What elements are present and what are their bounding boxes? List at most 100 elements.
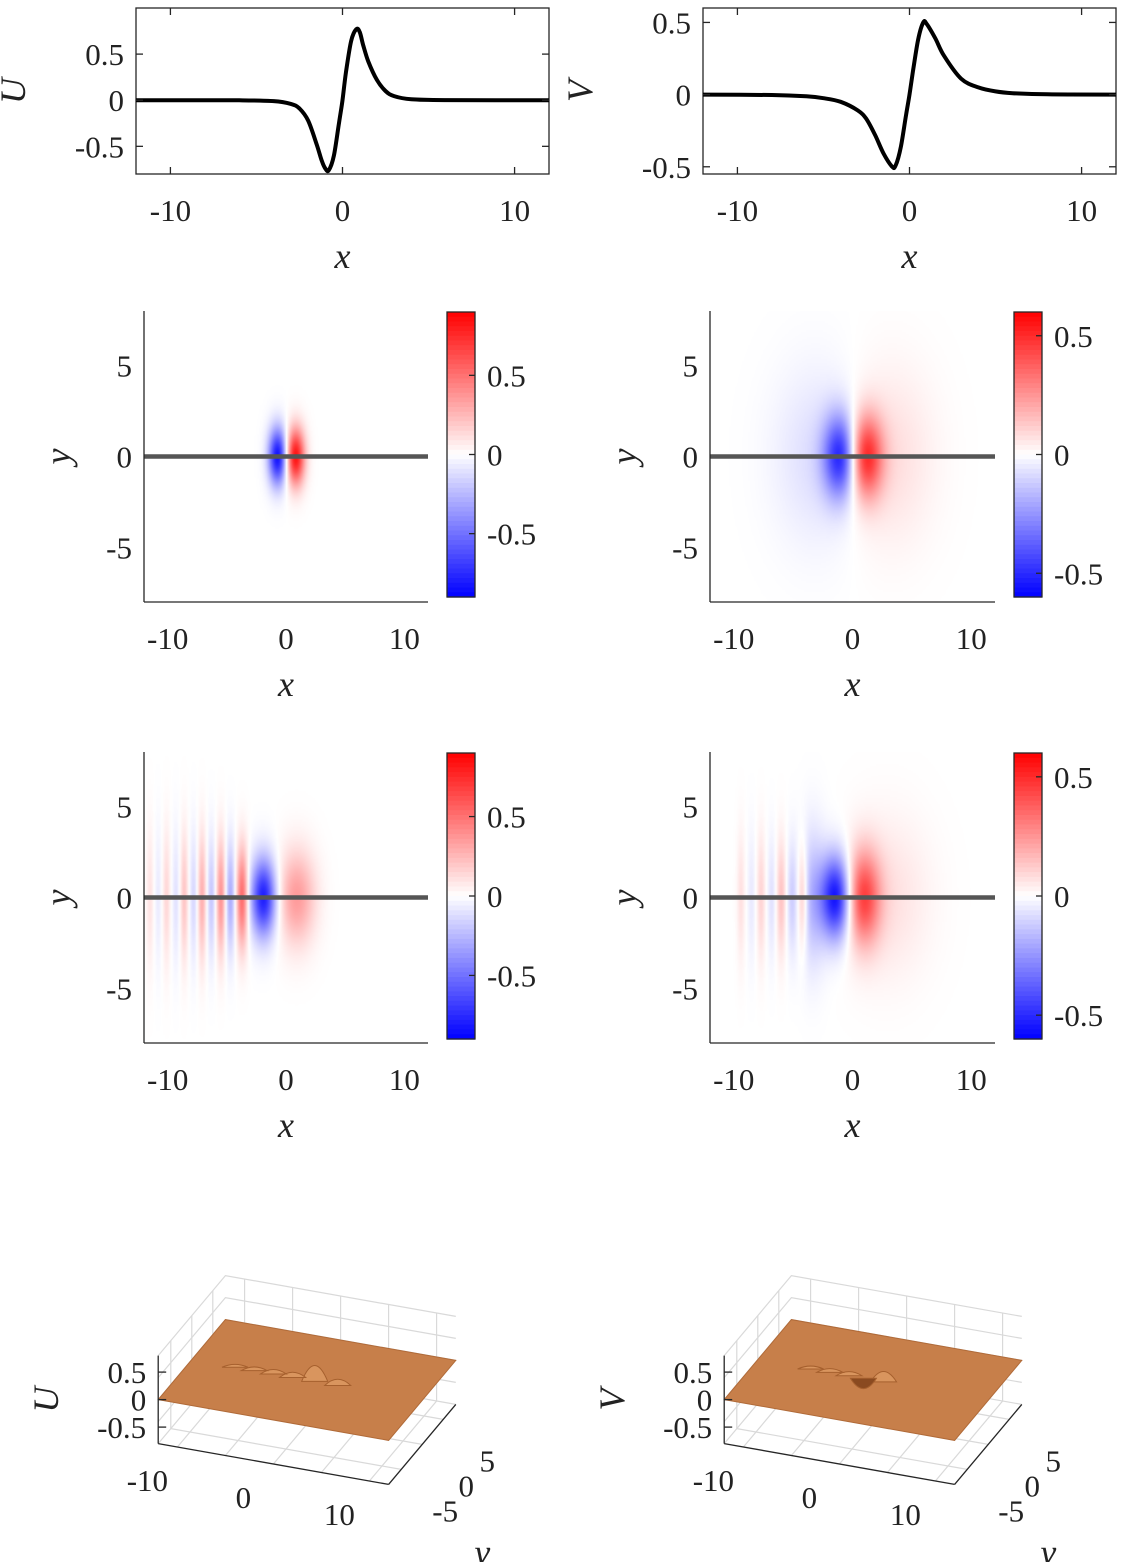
x-axis-line (724, 1442, 955, 1486)
colorbar-segment (447, 497, 475, 503)
colorbar-segment (447, 435, 475, 441)
colorbar-segment (447, 953, 475, 959)
y-axis-label: y (604, 889, 644, 908)
x-tick-label: 0 (335, 193, 351, 228)
y-tick-label: 0.5 (85, 37, 124, 72)
colorbar-segment (1014, 872, 1042, 878)
colorbar-segment (447, 800, 475, 807)
colorbar-segment (1014, 388, 1042, 394)
colorbar-segment (1014, 392, 1042, 399)
colorbar: -0.5 0 0.5 (446, 752, 536, 1040)
colorbar-segment (1014, 1015, 1042, 1021)
colorbar-segment (1014, 843, 1042, 849)
colorbar-segment (447, 506, 475, 513)
colorbar-segment (447, 530, 475, 536)
colorbar-segment (1014, 938, 1042, 945)
colorbar-segment (1014, 521, 1042, 527)
colorbar-segment (1014, 996, 1042, 1002)
colorbar-segment (1014, 781, 1042, 787)
colorbar-segment (447, 502, 475, 508)
colorbar-segment (447, 1015, 475, 1021)
colorbar-segment (1014, 340, 1042, 346)
colorbar-segment (1014, 483, 1042, 489)
colorbar-segment (447, 549, 475, 555)
grid-line (170, 1340, 402, 1470)
x-axis-label: x (901, 236, 918, 276)
colorbar-segment (1014, 478, 1042, 484)
colorbar-segment (447, 525, 475, 532)
y-tick-label: 0 (1024, 1468, 1040, 1503)
colorbar-segment (447, 544, 475, 551)
y-tick-label: 5 (683, 790, 699, 825)
colorbar-segment (1014, 445, 1042, 451)
colorbar-segment (447, 445, 475, 451)
colorbar-segment (447, 996, 475, 1002)
colorbar-segment (447, 867, 475, 873)
x-tick-label: 10 (499, 193, 530, 228)
colorbar-segment (447, 340, 475, 346)
colorbar-segment (447, 459, 475, 465)
heatmap-chart-map-U-bottom: -10 0 10 -5 0 5 x y -0.5 0 0.5 (38, 752, 536, 1145)
x-tick-label: 10 (890, 1497, 921, 1532)
y-tick-label: -5 (106, 530, 132, 565)
x-tick-label: 10 (956, 621, 987, 656)
colorbar-segment (1014, 986, 1042, 992)
colorbar-segment (447, 487, 475, 494)
z-tick-label: 0 (131, 1383, 147, 1418)
x-tick-label: 10 (1066, 193, 1097, 228)
colorbar-segment (447, 321, 475, 327)
colorbar-segment (447, 962, 475, 969)
y-tick-label: 0 (458, 1468, 474, 1503)
colorbar-segment (1014, 559, 1042, 565)
colorbar-segment (1014, 753, 1042, 759)
y-tick-label: 5 (117, 349, 133, 384)
colorbar-tick-label: -0.5 (487, 958, 536, 993)
colorbar-segment (1014, 800, 1042, 807)
x-axis-label: x (844, 1105, 861, 1145)
colorbar-segment (1014, 834, 1042, 840)
x-axis-label: x (277, 664, 294, 704)
surface-peak (323, 1378, 352, 1386)
colorbar-segment (1014, 563, 1042, 570)
colorbar-segment (1014, 359, 1042, 365)
colorbar-segment (1014, 530, 1042, 536)
colorbar-segment (447, 421, 475, 427)
x-tick-label: 10 (956, 1062, 987, 1097)
y-tick-label: -5 (672, 530, 698, 565)
data-line (135, 26, 550, 174)
colorbar-segment (1014, 582, 1042, 589)
colorbar-segment (1014, 776, 1042, 783)
colorbar-segment (447, 986, 475, 992)
colorbar-segment (1014, 886, 1042, 892)
heatmap-chart-map-V-top: -10 0 10 -5 0 5 x y -0.5 0 0.5 (604, 311, 1103, 704)
y-tick-label: -5 (106, 971, 132, 1006)
colorbar-segment (1014, 525, 1042, 532)
y-tick-label: 5 (479, 1443, 495, 1478)
colorbar-segment (447, 781, 475, 787)
colorbar-segment (1014, 762, 1042, 768)
z-axis-label: V (592, 1385, 632, 1411)
surface-peak (221, 1363, 249, 1368)
colorbar-segment (447, 981, 475, 988)
colorbar-segment (1014, 786, 1042, 792)
colorbar-segment (447, 1024, 475, 1031)
colorbar-segment (1014, 1034, 1042, 1040)
colorbar-segment (447, 392, 475, 399)
colorbar-segment (1014, 554, 1042, 560)
y-tick-label: -5 (432, 1493, 458, 1528)
colorbar-segment (447, 957, 475, 964)
colorbar-segment (1014, 929, 1042, 935)
surface-peak (300, 1365, 329, 1382)
colorbar-segment (1014, 421, 1042, 427)
colorbar-segment (447, 1010, 475, 1016)
colorbar-segment (1014, 972, 1042, 978)
x-tick-label: -10 (713, 621, 754, 656)
colorbar-segment (1014, 829, 1042, 835)
colorbar-segment (447, 540, 475, 546)
colorbar-segment (447, 843, 475, 849)
colorbar-segment (447, 943, 475, 950)
colorbar-segment (447, 335, 475, 342)
colorbar: -0.5 0 0.5 (446, 311, 536, 598)
surface-peak (239, 1366, 270, 1372)
y-tick-label: -0.5 (75, 129, 124, 164)
